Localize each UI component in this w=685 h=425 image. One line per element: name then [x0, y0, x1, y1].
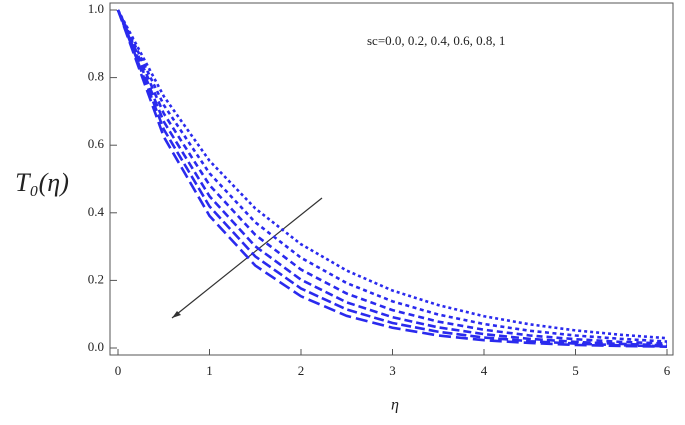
x-tick-label: 6	[664, 363, 671, 378]
series-line	[116, 9, 668, 348]
x-axis-label: η	[391, 397, 399, 414]
plot-frame	[109, 2, 674, 356]
x-tick-label: 3	[389, 363, 396, 378]
series-line	[116, 9, 668, 343]
y-tick-label: 0.0	[88, 339, 104, 354]
x-tick-label: 1	[206, 363, 213, 378]
y-tick-label: 0.6	[88, 136, 105, 151]
x-tick-label: 2	[298, 363, 305, 378]
series-line	[116, 9, 668, 347]
y-axis-label: T₀(η)	[15, 168, 69, 197]
y-tick-label: 1.0	[88, 1, 104, 16]
y-tick-label: 0.4	[88, 204, 105, 219]
x-tick-label: 0	[115, 363, 122, 378]
y-tick-label: 0.8	[88, 69, 104, 84]
arrow-head	[172, 311, 181, 318]
y-tick-label: 0.2	[88, 271, 104, 286]
x-tick-label: 4	[481, 363, 488, 378]
x-tick-label: 5	[572, 363, 579, 378]
series-line	[116, 9, 668, 340]
annotation: sc=0.0, 0.2, 0.4, 0.6, 0.8, 1	[367, 33, 505, 48]
series-line	[116, 9, 668, 348]
series-line	[116, 9, 668, 345]
